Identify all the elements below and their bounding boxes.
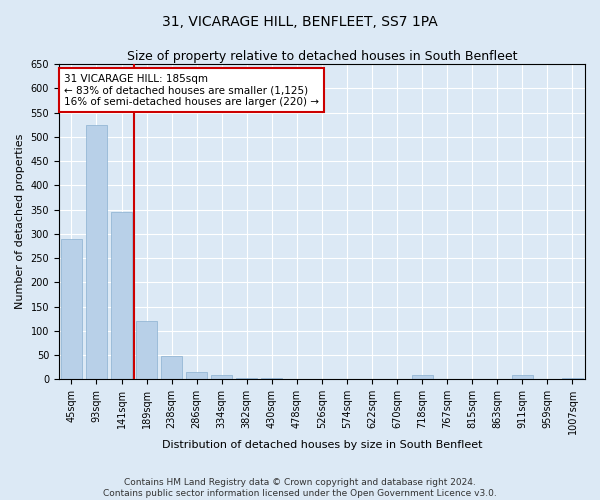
- Y-axis label: Number of detached properties: Number of detached properties: [15, 134, 25, 310]
- Bar: [211, 376, 232, 380]
- Bar: [512, 376, 533, 380]
- Bar: [136, 321, 157, 380]
- Bar: [412, 376, 433, 380]
- X-axis label: Distribution of detached houses by size in South Benfleet: Distribution of detached houses by size …: [162, 440, 482, 450]
- Text: 31 VICARAGE HILL: 185sqm
← 83% of detached houses are smaller (1,125)
16% of sem: 31 VICARAGE HILL: 185sqm ← 83% of detach…: [64, 74, 319, 107]
- Title: Size of property relative to detached houses in South Benfleet: Size of property relative to detached ho…: [127, 50, 517, 63]
- Bar: [61, 238, 82, 380]
- Bar: [261, 378, 283, 380]
- Text: 31, VICARAGE HILL, BENFLEET, SS7 1PA: 31, VICARAGE HILL, BENFLEET, SS7 1PA: [162, 15, 438, 29]
- Bar: [186, 372, 208, 380]
- Bar: [111, 212, 132, 380]
- Bar: [562, 378, 583, 380]
- Bar: [161, 356, 182, 380]
- Bar: [86, 125, 107, 380]
- Text: Contains HM Land Registry data © Crown copyright and database right 2024.
Contai: Contains HM Land Registry data © Crown c…: [103, 478, 497, 498]
- Bar: [236, 378, 257, 380]
